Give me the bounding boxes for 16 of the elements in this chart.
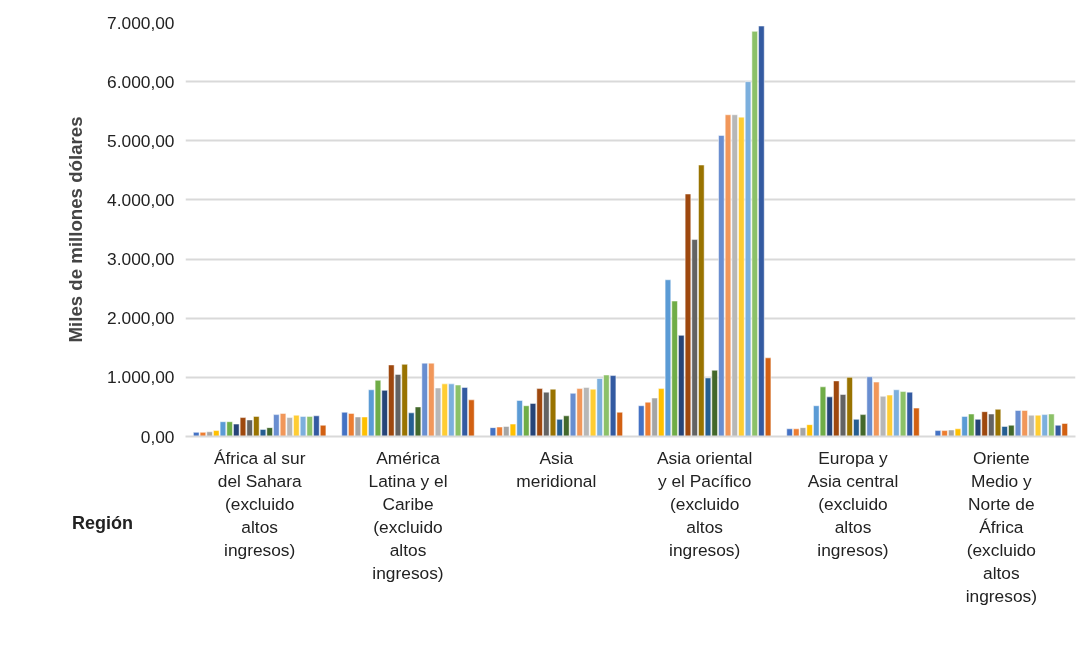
x-tick-label: Europa y Asia central (excluido altos ingresos) [807,447,899,560]
x-tick-label: América Latina y el Caribe (excluido altos ingresos) [368,447,448,583]
y-tick-label: 3.000,00 [107,249,175,270]
y-tick-label: 6.000,00 [107,71,175,92]
y-tick-label: 4.000,00 [107,189,175,210]
x-axis-title: Región [72,512,133,535]
x-tick-label: Asia meridional [516,447,597,491]
x-tick-label: Asia oriental y el Pacífico (excluido altos ingresos) [656,447,753,560]
y-axis-title: Miles de millones dólares [65,116,87,343]
y-tick-label: 5.000,00 [107,130,175,151]
y-tick-label: 1.000,00 [107,367,175,388]
x-tick-label: Oriente Medio y Norte de África (excluido altos ingresos) [965,447,1037,606]
x-tick-label: África al sur del Sahara (excluido altos ingresos) [213,447,306,560]
y-tick-label: 7.000,00 [107,12,175,33]
y-tick-label: 2.000,00 [107,308,175,329]
y-tick-label: 0,00 [140,426,175,447]
